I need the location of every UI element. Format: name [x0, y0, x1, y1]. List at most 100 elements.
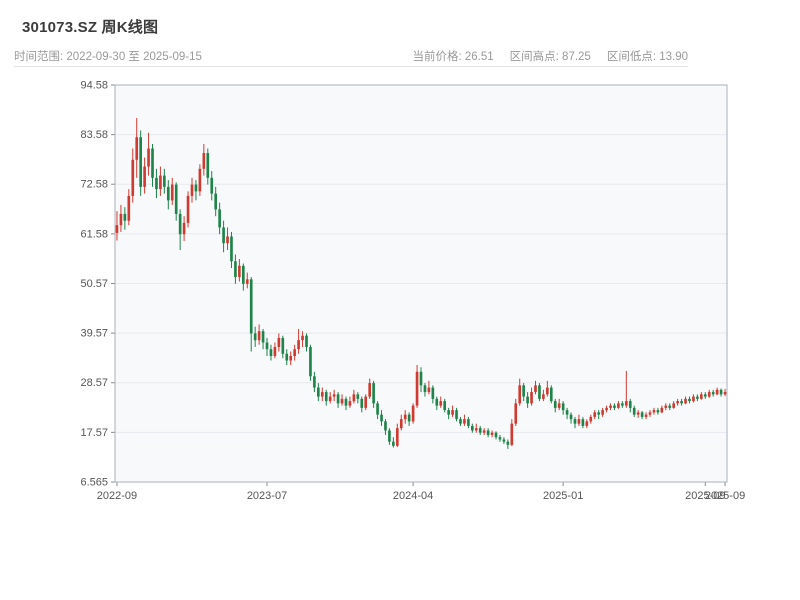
candle-body: [474, 428, 478, 431]
candle-body: [281, 337, 285, 354]
candle-body: [684, 398, 687, 404]
candle-body: [135, 137, 139, 160]
candle-body: [249, 279, 253, 334]
candle-body: [328, 396, 332, 402]
y-tick-label: 28.57: [80, 377, 108, 389]
candle-body: [719, 389, 723, 395]
candle-body: [269, 349, 273, 356]
candle-body: [700, 394, 703, 399]
candle-body: [636, 412, 640, 415]
candle-body: [119, 213, 123, 226]
candle-body: [561, 403, 565, 411]
candle-body: [589, 416, 593, 422]
candle-body: [115, 225, 119, 233]
candle-body: [459, 419, 462, 424]
range-high-text: 区间高点: 87.25: [509, 51, 591, 63]
x-tick-label: 2022-09: [97, 490, 137, 502]
x-tick-label: 2024-04: [393, 490, 433, 502]
candle-body: [139, 137, 142, 187]
y-tick-label: 6.565: [80, 477, 108, 489]
candle-body: [656, 410, 660, 413]
page-title: 301073.SZ 周K线图: [22, 19, 159, 36]
candle-body: [549, 387, 553, 402]
candle-body: [261, 331, 265, 343]
x-tick-label: 2023-07: [247, 490, 287, 502]
candle-body: [510, 423, 514, 445]
candle-body: [186, 195, 190, 223]
candle-body: [565, 410, 569, 415]
candle-body: [419, 371, 423, 386]
candle-body: [490, 432, 494, 435]
candle-body: [443, 401, 447, 411]
candle-body: [123, 213, 127, 221]
candle-body: [234, 261, 237, 278]
candle-body: [324, 392, 328, 402]
candle-body: [392, 441, 395, 446]
candle-body: [427, 387, 431, 393]
candle-body: [305, 335, 308, 347]
candle-body: [384, 421, 387, 431]
candle-body: [557, 403, 561, 408]
candle-body: [253, 333, 257, 341]
candle-body: [506, 441, 510, 445]
candle-body: [471, 425, 474, 431]
candle-body: [245, 279, 249, 284]
candle-body: [423, 385, 427, 393]
candle-body: [372, 383, 375, 404]
candle-body: [664, 405, 668, 408]
candle-body: [407, 414, 411, 422]
candle-body: [344, 398, 348, 406]
candle-body: [210, 177, 214, 194]
candle-body: [166, 186, 170, 201]
candle-body: [605, 407, 608, 411]
candle-body: [463, 419, 466, 424]
candle-body: [214, 193, 218, 210]
candle-body: [660, 407, 664, 413]
candle-body: [628, 401, 632, 408]
candle-body: [364, 396, 368, 408]
candle-body: [672, 403, 676, 408]
time-range-text: 时间范围: 2022-09-30 至 2025-09-15: [14, 51, 202, 63]
candle-body: [380, 414, 383, 422]
candle-body: [301, 335, 304, 341]
candle-body: [597, 412, 601, 415]
candle-body: [530, 392, 533, 404]
candle-body: [688, 398, 691, 402]
y-tick-label: 61.58: [80, 228, 108, 240]
candle-body: [644, 414, 648, 417]
candle-body: [522, 385, 525, 397]
candle-body: [178, 213, 182, 235]
candle-body: [601, 410, 604, 415]
candle-body: [151, 148, 154, 178]
current-price-text: 当前价格: 26.51: [412, 51, 494, 63]
candle-body: [317, 387, 320, 397]
candle-body: [222, 227, 225, 244]
candle-body: [226, 236, 229, 244]
y-tick-label: 39.57: [80, 328, 108, 340]
candle-body: [277, 337, 281, 347]
y-tick-label: 17.57: [80, 427, 108, 439]
candle-body: [155, 177, 158, 190]
candle-body: [526, 396, 529, 404]
candle-body: [273, 346, 277, 356]
candle-body: [538, 385, 541, 399]
candle-body: [494, 432, 498, 438]
chart-meta-row: 时间范围: 2022-09-30 至 2025-09-15 当前价格: 26.5…: [14, 48, 688, 64]
x-tick-label: 2025-09: [685, 490, 725, 502]
candle-body: [265, 342, 269, 350]
candle-body: [131, 159, 135, 196]
candle-body: [680, 401, 683, 404]
candle-body: [403, 414, 407, 420]
candle-body: [455, 410, 458, 420]
candle-body: [577, 419, 581, 424]
candle-body: [585, 421, 589, 426]
candle-body: [336, 394, 340, 404]
candle-body: [198, 168, 202, 192]
candle-body: [514, 403, 518, 424]
candle-body: [340, 398, 344, 404]
candle-body: [348, 401, 352, 406]
candle-body: [170, 184, 174, 201]
candle-body: [360, 398, 364, 408]
candle-body: [534, 385, 537, 393]
y-tick-label: 50.57: [80, 278, 108, 290]
